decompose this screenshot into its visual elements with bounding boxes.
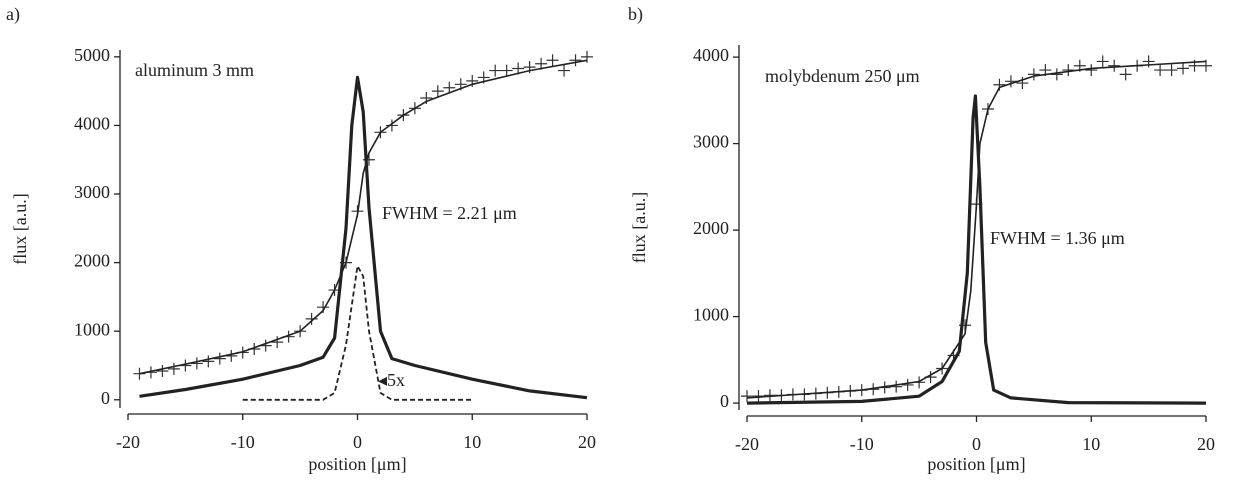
x-axis-label: position [μm] xyxy=(308,454,406,474)
x-tick-label: 10 xyxy=(1082,434,1100,454)
line xyxy=(139,59,588,375)
annotation: aluminum 3 mm xyxy=(135,60,254,80)
line xyxy=(746,94,1207,405)
data-point xyxy=(133,367,146,380)
data-point xyxy=(546,54,559,67)
data-point xyxy=(1165,64,1178,77)
data-point xyxy=(569,54,582,67)
y-tick-label: 3000 xyxy=(74,182,110,202)
data-point xyxy=(1004,75,1017,88)
data-point xyxy=(1027,68,1040,81)
y-tick-label: 5000 xyxy=(74,45,110,65)
data-point xyxy=(202,355,215,368)
y-tick-label: 4000 xyxy=(693,45,729,65)
data-point xyxy=(741,390,753,403)
annotation: FWHM = 1.36 μm xyxy=(990,228,1125,248)
data-point xyxy=(431,85,444,98)
y-tick-label: 2000 xyxy=(693,218,729,238)
annotation: FWHM = 2.21 μm xyxy=(382,203,517,223)
x-tick-label: 0 xyxy=(353,432,362,452)
y-tick-label: 0 xyxy=(101,388,110,408)
y-axis-label: flux [a.u.] xyxy=(10,193,30,264)
data-point xyxy=(901,378,914,391)
data-point xyxy=(1154,64,1167,77)
annotation: ◂5x xyxy=(378,370,405,390)
line xyxy=(139,75,588,400)
annotation: molybdenum 250 μm xyxy=(765,66,920,86)
data-point xyxy=(271,336,284,349)
x-tick-label: -20 xyxy=(116,432,140,452)
data-point xyxy=(443,81,456,94)
line xyxy=(746,60,1207,399)
x-tick-label: 0 xyxy=(972,434,981,454)
dashed-line xyxy=(242,265,473,401)
data-point xyxy=(1062,64,1075,77)
data-point xyxy=(489,64,502,77)
data-point xyxy=(1096,55,1109,68)
x-tick-label: -10 xyxy=(231,432,255,452)
x-axis-label: position [μm] xyxy=(927,454,1025,474)
y-tick-label: 3000 xyxy=(693,132,729,152)
data-point xyxy=(213,352,226,365)
data-point xyxy=(305,312,318,325)
panel-label: a) xyxy=(6,4,20,25)
data-point xyxy=(167,362,180,375)
x-tick-label: 10 xyxy=(463,432,481,452)
x-tick-label: 20 xyxy=(1197,434,1215,454)
y-tick-label: 0 xyxy=(720,391,729,411)
data-point xyxy=(385,119,398,132)
x-tick-label: -10 xyxy=(850,434,874,454)
data-point xyxy=(1119,68,1132,81)
x-tick-label: -20 xyxy=(735,434,759,454)
y-tick-label: 1000 xyxy=(74,319,110,339)
y-tick-label: 2000 xyxy=(74,251,110,271)
data-point xyxy=(500,64,513,77)
data-point xyxy=(535,57,548,70)
data-point xyxy=(1108,59,1121,72)
y-tick-label: 1000 xyxy=(693,305,729,325)
y-tick-label: 4000 xyxy=(74,114,110,134)
data-point xyxy=(1050,68,1063,81)
panel-label: b) xyxy=(628,4,643,25)
data-point xyxy=(1085,64,1098,77)
y-axis-label: flux [a.u.] xyxy=(629,192,649,263)
data-point xyxy=(190,357,203,370)
data-point xyxy=(890,380,903,393)
x-tick-label: 20 xyxy=(578,432,596,452)
data-point xyxy=(156,364,169,377)
data-point xyxy=(558,64,571,77)
data-point xyxy=(1177,62,1190,75)
